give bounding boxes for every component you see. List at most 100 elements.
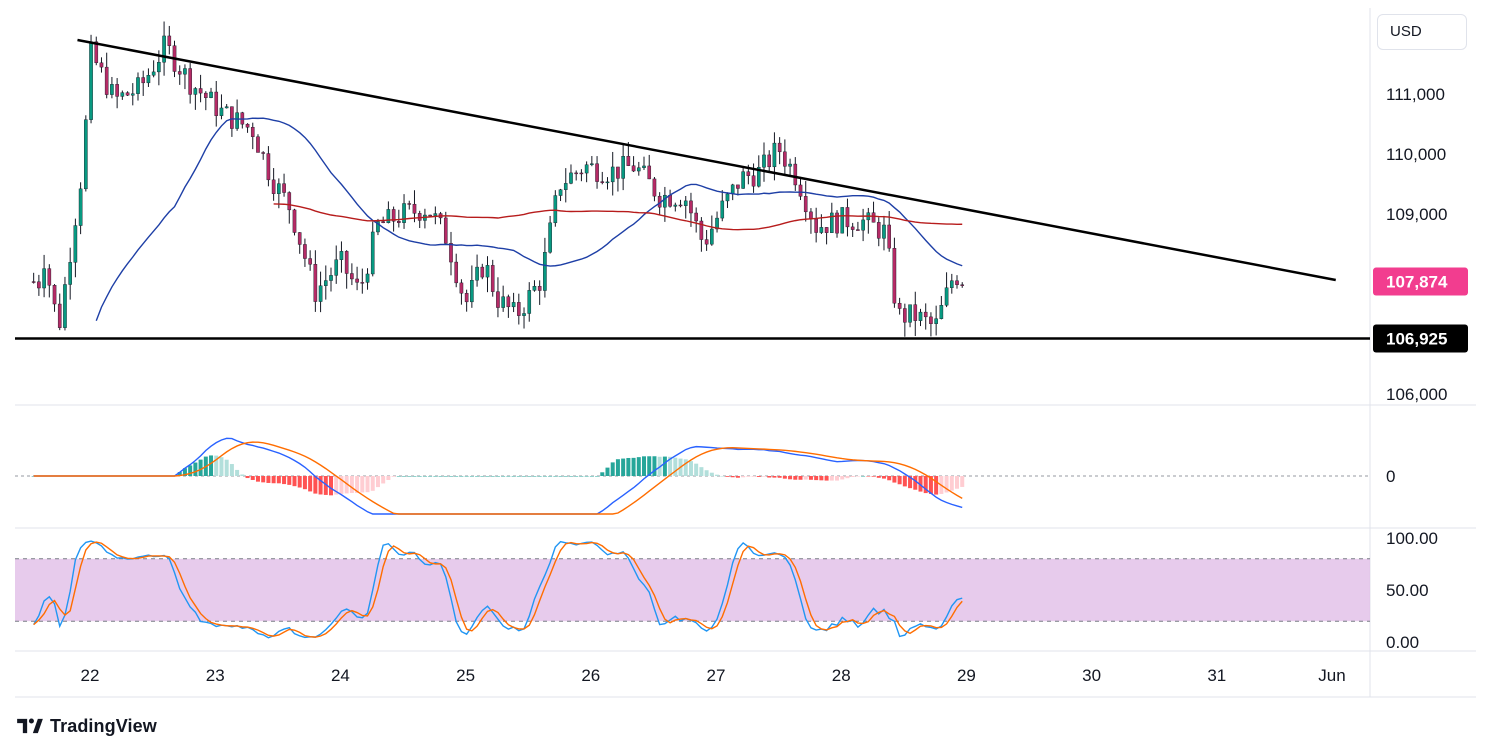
- currency-selector[interactable]: USD: [1377, 14, 1467, 50]
- currency-label: USD: [1390, 23, 1422, 40]
- macd-histogram-bar: [563, 476, 568, 477]
- candle: [553, 190, 558, 227]
- candle: [313, 250, 318, 312]
- candle: [610, 151, 615, 196]
- macd-histogram-bar: [913, 476, 918, 490]
- macd-histogram-bar: [334, 476, 339, 495]
- macd-histogram-bar: [960, 476, 965, 487]
- candle: [266, 146, 271, 187]
- candle: [240, 111, 245, 129]
- macd-histogram-bar: [553, 476, 558, 477]
- candle: [235, 99, 239, 131]
- macd-histogram-bar: [542, 476, 547, 477]
- candle: [882, 215, 886, 251]
- candle: [480, 263, 485, 280]
- brand: TradingView: [16, 713, 157, 739]
- candle: [245, 123, 250, 133]
- macd-histogram-bar: [735, 476, 740, 478]
- candle: [960, 282, 965, 288]
- macd-histogram-bar: [329, 476, 334, 496]
- candle: [918, 308, 923, 327]
- candle: [710, 215, 714, 246]
- macd-histogram-bar: [777, 476, 782, 478]
- macd-histogram-bar: [876, 476, 881, 478]
- date-tick-label: 27: [707, 666, 726, 685]
- macd-histogram-bar: [235, 469, 240, 476]
- macd-histogram-bar: [182, 468, 187, 476]
- candle: [923, 303, 928, 330]
- candle: [94, 36, 99, 66]
- candle: [584, 161, 589, 183]
- price-tick-label: 109,000: [1386, 205, 1447, 224]
- candle: [683, 195, 688, 219]
- macd-histogram-bar: [412, 476, 417, 477]
- candle: [793, 157, 798, 191]
- ma-slow-line: [273, 203, 963, 231]
- macd-histogram-bar: [683, 459, 688, 476]
- candle: [929, 312, 933, 337]
- macd-histogram-bar: [375, 476, 380, 488]
- macd-histogram-bar: [855, 476, 860, 477]
- macd-histogram-bar: [902, 476, 907, 487]
- price-tick-label: 111,000: [1386, 85, 1445, 104]
- candle: [908, 304, 912, 328]
- candle: [730, 183, 735, 201]
- macd-histogram-bar: [621, 458, 626, 476]
- candle: [350, 263, 354, 286]
- candle: [292, 208, 297, 236]
- candle: [621, 143, 625, 191]
- macd-histogram-bar: [198, 459, 203, 476]
- macd-histogram-bar: [709, 472, 714, 476]
- macd-histogram-bar: [720, 475, 725, 477]
- candle: [470, 265, 474, 308]
- candle: [31, 272, 36, 284]
- macd-histogram-bar: [402, 476, 407, 477]
- macd-histogram-bar: [725, 476, 730, 477]
- candle: [543, 237, 547, 298]
- macd-histogram-bar: [923, 476, 928, 494]
- macd-histogram-bar: [704, 470, 709, 476]
- price-pane: [15, 21, 1370, 340]
- trendline[interactable]: [77, 38, 1336, 282]
- candle: [694, 207, 698, 233]
- date-tick-label: 26: [581, 666, 600, 685]
- candle: [475, 254, 479, 287]
- macd-histogram-bar: [866, 476, 871, 477]
- candle: [78, 182, 83, 235]
- candle: [517, 293, 521, 325]
- macd-histogram-bar: [245, 476, 250, 479]
- candle: [532, 280, 537, 292]
- candle: [725, 192, 730, 209]
- candle: [616, 166, 620, 192]
- candle: [214, 80, 219, 127]
- macd-histogram-bar: [271, 476, 276, 484]
- candle: [944, 272, 949, 308]
- macd-histogram-bar: [803, 476, 808, 480]
- candle: [146, 68, 151, 87]
- macd-histogram-bar: [417, 476, 422, 477]
- macd-histogram-bar: [746, 476, 751, 477]
- candle: [397, 209, 401, 228]
- candle: [464, 289, 469, 312]
- candle: [642, 156, 646, 170]
- candle: [42, 254, 46, 298]
- macd-histogram-bar: [871, 476, 876, 477]
- candle: [459, 279, 464, 305]
- candle: [720, 190, 725, 222]
- macd-histogram-bar: [715, 474, 720, 476]
- macd-histogram-bar: [214, 455, 219, 476]
- date-axis: 22 23 24 25 26 27 28 29 30 31 Jun: [81, 666, 1346, 685]
- macd-histogram-bar: [668, 456, 673, 476]
- ma-fast-line: [95, 117, 963, 321]
- macd-histogram-bar: [798, 476, 803, 480]
- macd-histogram-bar: [840, 476, 845, 480]
- macd-histogram-bar: [224, 459, 229, 476]
- candle: [52, 284, 57, 312]
- macd-histogram-bar: [266, 476, 271, 483]
- macd-histogram-bar: [480, 476, 485, 477]
- macd-histogram-bar: [396, 476, 401, 477]
- candle: [631, 156, 636, 173]
- macd-histogram-bar: [365, 476, 370, 493]
- candle: [433, 206, 438, 225]
